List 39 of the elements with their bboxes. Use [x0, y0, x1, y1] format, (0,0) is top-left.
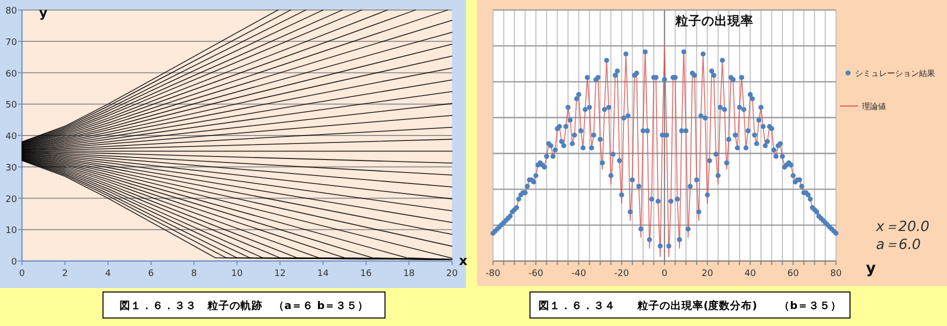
x-tick-label: 0	[19, 269, 26, 279]
caption: 図１．６．３４ 粒子の出現率(度数分布) （b＝３５）	[538, 299, 842, 312]
x-tick-label: 12	[274, 269, 286, 279]
y-tick-label: 0	[11, 258, 18, 268]
x-tick-label: 60	[787, 269, 800, 279]
x-tick-label: 6	[148, 269, 154, 279]
x-tick-label: 18	[403, 269, 415, 279]
x-tick-label: 40	[744, 269, 756, 279]
y-tick-label: 40	[6, 132, 18, 142]
x-tick-label: -80	[486, 269, 501, 279]
y-tick-label: 70	[6, 38, 18, 48]
x-tick-label: 14	[317, 269, 329, 279]
x-tick-label: 0	[662, 269, 668, 279]
y-tick-label: 10	[6, 226, 18, 236]
x-tick-label: -40	[571, 269, 586, 279]
y-axis-title: y	[39, 6, 48, 21]
x-tick-label: -60	[528, 269, 544, 279]
x-tick-label: 8	[191, 269, 198, 279]
y-tick-label: 60	[6, 69, 18, 80]
x-axis-title: x	[459, 254, 468, 269]
x-tick-label: 2	[62, 269, 68, 279]
x-tick-label: 20	[702, 269, 714, 279]
x-axis-title: y	[866, 259, 876, 277]
y-tick-label: 20	[6, 194, 18, 205]
y-tick-label: 30	[6, 163, 18, 174]
x-tick-label: 10	[231, 269, 243, 279]
legend-label: シミュレーション結果	[855, 69, 935, 78]
text: x＝20.0	[875, 219, 930, 235]
x-tick-label: 80	[830, 269, 842, 279]
caption: 図１．６．３３ 粒子の軌跡 （a＝６ b＝３５）	[119, 299, 369, 312]
x-tick-label: 20	[446, 269, 458, 279]
y-tick-label: 80	[6, 6, 18, 16]
text: a＝6.0	[876, 237, 921, 253]
x-tick-label: -20	[614, 269, 630, 279]
y-tick-label: 50	[6, 100, 18, 111]
x-tick-label: 16	[360, 269, 372, 279]
chart-title: 粒子の出現率	[674, 13, 754, 28]
x-tick-label: 4	[105, 269, 112, 279]
legend-label: 理論値	[862, 102, 886, 111]
